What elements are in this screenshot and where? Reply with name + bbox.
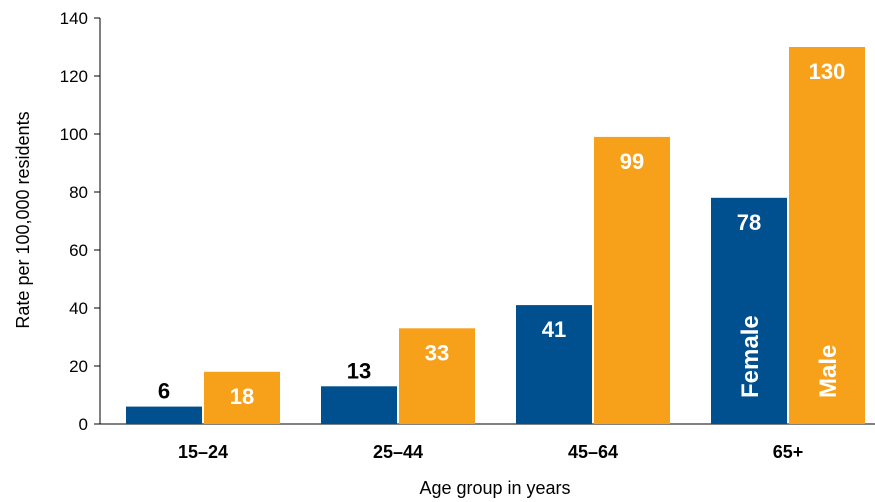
bar-male	[204, 371, 280, 424]
x-axis-title: Age group in years	[419, 478, 570, 498]
data-label: 78	[737, 210, 761, 235]
y-tick-label: 60	[69, 241, 88, 260]
x-tick-label: 45–64	[568, 442, 618, 462]
y-tick-label: 40	[69, 299, 88, 318]
bar-female	[516, 305, 592, 424]
x-tick-label: 65+	[773, 442, 804, 462]
bar-female	[126, 406, 202, 424]
y-tick-label: 120	[60, 67, 88, 86]
series-label-male: Male	[815, 345, 842, 398]
bar-female	[711, 197, 787, 424]
y-tick-label: 0	[79, 415, 88, 434]
data-label: 130	[809, 59, 846, 84]
data-label: 13	[347, 358, 371, 383]
y-axis: 0 20 40 60 80 100 120 140	[60, 9, 101, 434]
data-label: 41	[542, 317, 566, 342]
y-tick-label: 80	[69, 183, 88, 202]
bar-male	[789, 47, 865, 424]
bar-male	[594, 136, 670, 424]
y-axis-title: Rate per 100,000 residents	[13, 111, 33, 328]
data-labels: 6 18 13 33 41 99 78 Female 130 Male	[158, 59, 845, 409]
x-tick-label: 25–44	[373, 442, 423, 462]
bars	[126, 47, 865, 424]
y-tick-label: 140	[60, 9, 88, 28]
x-tick-label: 15–24	[178, 442, 228, 462]
x-axis: 15–24 25–44 45–64 65+	[100, 423, 875, 462]
data-label: 99	[620, 149, 644, 174]
data-label: 33	[425, 340, 449, 365]
data-label: 6	[158, 379, 170, 404]
y-tick-label: 20	[69, 357, 88, 376]
y-tick-label: 100	[60, 125, 88, 144]
data-label: 18	[230, 384, 254, 409]
series-label-female: Female	[737, 315, 764, 398]
bar-female	[321, 386, 397, 424]
bar-male	[399, 328, 475, 424]
